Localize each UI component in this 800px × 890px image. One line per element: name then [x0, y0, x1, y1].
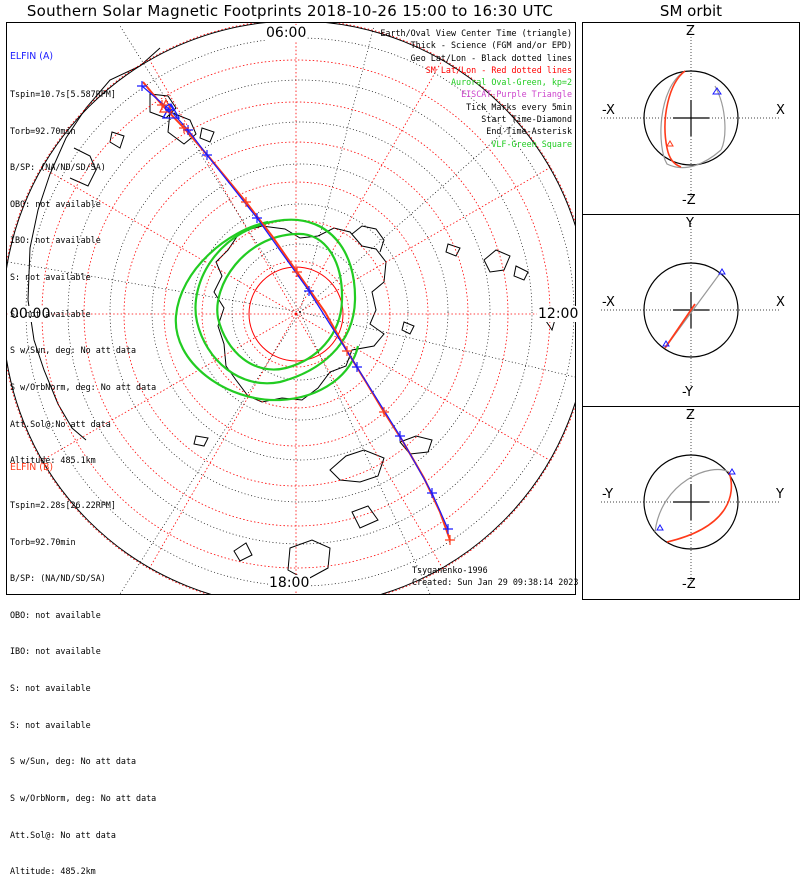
- geo-longitude-lines: [7, 25, 575, 594]
- plot-credits: Tsyganenko-1996 Created: Sun Jan 29 09:3…: [412, 564, 578, 588]
- legend-item: EISCAT-Purple Triangle: [461, 89, 572, 100]
- elfin-b-line: B/SP: (NA/ND/SD/SA): [10, 573, 106, 584]
- elfin-a-line: Att.Sol@:No att data: [10, 418, 111, 429]
- sm-panel-xz-plot: [601, 28, 781, 198]
- sm-yz-top-label: Z: [686, 408, 695, 423]
- elfin-a-info: ELFIN (A) Tspin=10.7s[5.587RPM] Torb=92.…: [10, 27, 156, 479]
- elfin-a-line: OBO: not available: [10, 198, 101, 209]
- sm-yz-right-label: Y: [776, 487, 784, 502]
- legend-item: End Time-Asterisk: [486, 126, 572, 137]
- sm-xz-top-label: Z: [686, 24, 695, 39]
- legend-item: Geo Lat/Lon - Black dotted lines: [410, 52, 572, 63]
- sm-polar-circle: [248, 266, 344, 362]
- sm-xz-bottom-label: -Z: [682, 193, 696, 208]
- elfin-b-line: OBO: not available: [10, 609, 101, 620]
- model-name: Tsyganenko-1996: [412, 565, 488, 575]
- plot-legend: Earth/Oval View Center Time (triangle) T…: [380, 27, 572, 150]
- elfin-a-line: S w/OrbNorm, deg: No att data: [10, 381, 157, 392]
- elfin-b-line: S w/OrbNorm, deg: No att data: [10, 792, 157, 803]
- local-time-06: 06:00: [265, 25, 308, 41]
- legend-item: Auroral Oval-Green, kp=2: [450, 77, 572, 88]
- sm-orbit-title: SM orbit: [659, 2, 723, 20]
- elfin-a-line: S w/Sun, deg: No att data: [10, 345, 137, 356]
- track-b-tick-marks: [157, 100, 455, 545]
- sm-xy-top-label: Y: [686, 216, 694, 231]
- elfin-b-line: S: not available: [10, 719, 91, 730]
- elfin-a-line: Altitude: 485.1km: [10, 455, 96, 466]
- elfin-a-line: Tspin=10.7s[5.587RPM]: [10, 89, 116, 100]
- elfin-b-info: ELFIN (B) Tspin=2.28s[26.22RPM] Torb=92.…: [10, 438, 156, 890]
- elfin-b-header: ELFIN (B): [10, 462, 54, 474]
- legend-item: SM Lat/Lon - Red dotted lines: [425, 64, 572, 75]
- local-time-18: 18:00: [268, 575, 311, 591]
- start-diamonds: [164, 103, 174, 113]
- track-a: [141, 85, 449, 530]
- elfin-a-line: S: not available: [10, 308, 91, 319]
- elfin-a-line: S: not available: [10, 272, 91, 283]
- elfin-b-line: IBO: not available: [10, 646, 101, 657]
- view-center-triangles: [158, 98, 181, 119]
- sm-xy-left-label: -X: [602, 295, 615, 310]
- legend-item: Earth/Oval View Center Time (triangle): [380, 28, 572, 38]
- elfin-a-line: IBO: not available: [10, 235, 101, 246]
- sm-xy-bottom-label: -Y: [682, 385, 694, 400]
- elfin-a-header: ELFIN (A): [10, 51, 54, 63]
- track-b: [142, 81, 451, 541]
- track-a-tick-marks: [137, 81, 453, 534]
- legend-item: Tick Marks every 5min: [466, 101, 572, 112]
- elfin-b-line: Altitude: 485.2km: [10, 866, 96, 877]
- sm-panel-xy-plot: [601, 220, 781, 390]
- local-time-12: 12:00: [537, 306, 580, 322]
- elfin-b-line: S: not available: [10, 683, 91, 694]
- sm-xz-left-label: -X: [602, 103, 615, 118]
- plot-title: Southern Solar Magnetic Footprints 2018-…: [26, 2, 554, 20]
- elfin-a-line: Torb=92.70min: [10, 125, 76, 136]
- sm-xy-right-label: X: [776, 295, 785, 310]
- legend-item: Start Time-Diamond: [481, 114, 572, 125]
- auroral-oval: [174, 218, 360, 402]
- footprint-map: [7, 23, 781, 594]
- elfin-b-line: Torb=92.70min: [10, 536, 76, 547]
- sm-xz-right-label: X: [776, 103, 785, 118]
- created-timestamp: Created: Sun Jan 29 09:38:14 2023: [412, 577, 579, 588]
- sm-panel-yz-plot: [601, 412, 781, 582]
- elfin-b-line: Att.Sol@: No att data: [10, 829, 116, 840]
- sm-yz-bottom-label: -Z: [682, 577, 696, 592]
- legend-item: VLF-Green Square: [491, 138, 572, 149]
- elfin-b-line: S w/Sun, deg: No att data: [10, 756, 137, 767]
- legend-item: Thick - Science (FGM and/or EPD): [410, 40, 572, 51]
- local-time-00: 00:00: [9, 306, 52, 322]
- sm-yz-left-label: -Y: [602, 487, 614, 502]
- elfin-a-line: B/SP: (NA/ND/SD/SA): [10, 162, 106, 173]
- elfin-b-line: Tspin=2.28s[26.22RPM]: [10, 500, 116, 511]
